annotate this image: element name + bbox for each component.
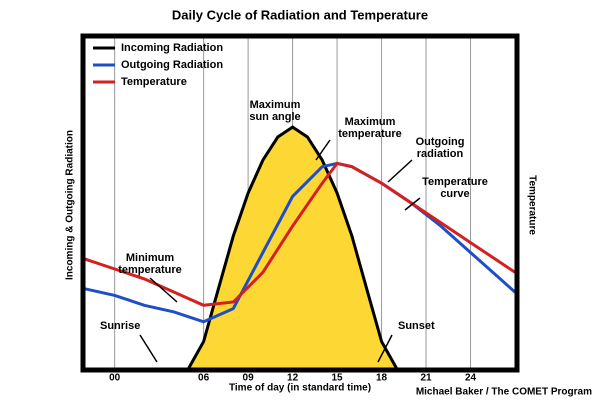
x-tick-label: 09 [243,373,255,384]
pointer [377,334,393,363]
line [187,125,398,369]
x-axis-label: Time of day (in standard time) [229,383,371,394]
x-tick-label: 15 [332,373,344,384]
legend-label: Temperature [121,76,187,88]
pointer [149,277,178,303]
legend-label: Outgoing Radiation [121,59,223,71]
line [84,161,516,324]
annotation: Sunset [398,320,435,332]
annotation: Temperature [422,176,488,188]
x-tick-label: 06 [198,373,210,384]
pointer [139,334,158,363]
annotation: Outgoing [416,136,465,148]
x-tick-label: 00 [109,373,121,384]
x-tick-label: 24 [465,373,477,384]
plot-frame [80,33,520,373]
line [84,161,516,307]
annotation: Sunrise [100,320,140,332]
annotation: temperature [118,264,182,276]
pointer [387,159,413,183]
x-tick-label: 21 [420,373,432,384]
annotation: Minimum [126,252,174,264]
x-tick-label: 12 [287,373,299,384]
annotation: temperature [338,128,402,140]
credit: Michael Baker / The COMET Program [416,387,592,398]
area [188,127,397,368]
chart-title: Daily Cycle of Radiation and Temperature [172,7,428,22]
annotation: Maximum [250,99,301,111]
annotation: Maximum [345,116,396,128]
x-tick-label: 18 [376,373,388,384]
pointer [404,197,421,211]
annotation: curve [440,188,469,200]
y-axis-label: Incoming & Outgoing Radiation [65,130,76,280]
y2-axis-label: Temperature [526,175,537,235]
pointer [315,139,331,161]
annotation: sun angle [249,111,300,123]
annotation: radiation [417,148,464,160]
legend-label: Incoming Radiation [121,42,223,54]
